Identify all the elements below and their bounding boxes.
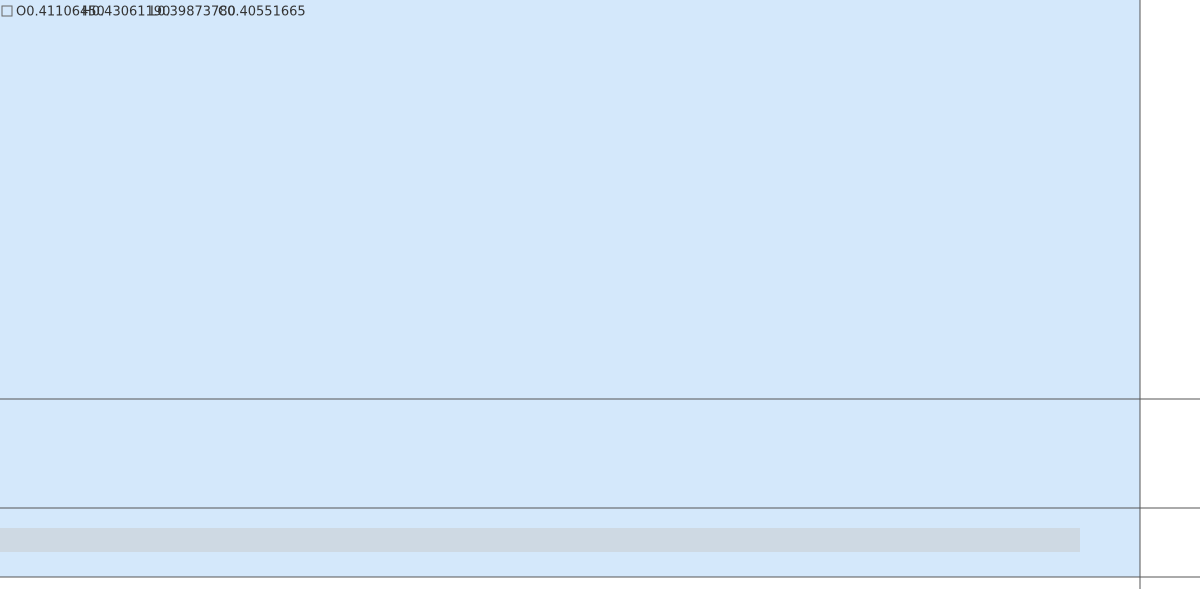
legend-icon — [1, 5, 13, 17]
plot-background — [0, 0, 1140, 577]
heatmap-band — [0, 528, 1080, 552]
axis-background — [1140, 0, 1200, 589]
axis-background — [0, 577, 1140, 589]
ohlc-high: H0.43061190 — [82, 5, 170, 20]
ohlc-open: O0.41106450 — [16, 5, 105, 20]
ohlc-close: C0.40551665 — [218, 5, 306, 20]
ohlc-low: L0.39873780 — [150, 5, 236, 20]
